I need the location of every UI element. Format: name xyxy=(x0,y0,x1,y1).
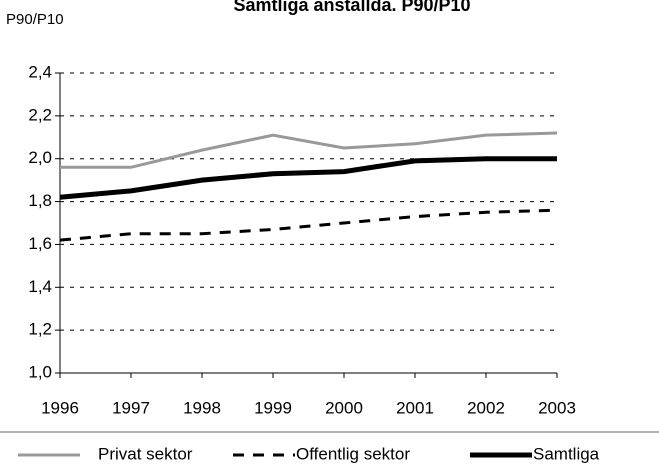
x-tick-label: 2002 xyxy=(467,398,505,417)
x-tick-label: 1997 xyxy=(112,398,150,417)
x-tick-label: 1998 xyxy=(183,398,221,417)
series-line xyxy=(59,156,557,200)
legend-label: Samtliga xyxy=(533,444,600,463)
y-tick-label: 2,2 xyxy=(28,105,52,124)
y-tick-label: 1,8 xyxy=(28,191,52,210)
y-tick-label: 2,4 xyxy=(28,62,52,81)
x-tick-label: 2003 xyxy=(538,398,576,417)
y-tick-label: 1,2 xyxy=(28,320,52,339)
x-tick-label: 1996 xyxy=(41,398,79,417)
y-tick-label: 1,0 xyxy=(28,362,52,381)
x-tick-label: 2001 xyxy=(396,398,434,417)
x-tick-label: 2000 xyxy=(325,398,363,417)
legend-label: Privat sektor xyxy=(98,444,193,463)
y-tick-label: 1,4 xyxy=(28,277,52,296)
y-tick-label: 2,0 xyxy=(28,148,52,167)
series-line xyxy=(60,131,558,169)
y-axis-label: P90/P10 xyxy=(6,11,64,28)
legend-label: Offentlig sektor xyxy=(296,444,410,463)
chart-title: Samtliga anställda. P90/P10 xyxy=(233,0,470,15)
y-tick-label: 1,6 xyxy=(28,234,52,253)
series-line xyxy=(59,208,558,242)
x-tick-label: 1999 xyxy=(254,398,292,417)
